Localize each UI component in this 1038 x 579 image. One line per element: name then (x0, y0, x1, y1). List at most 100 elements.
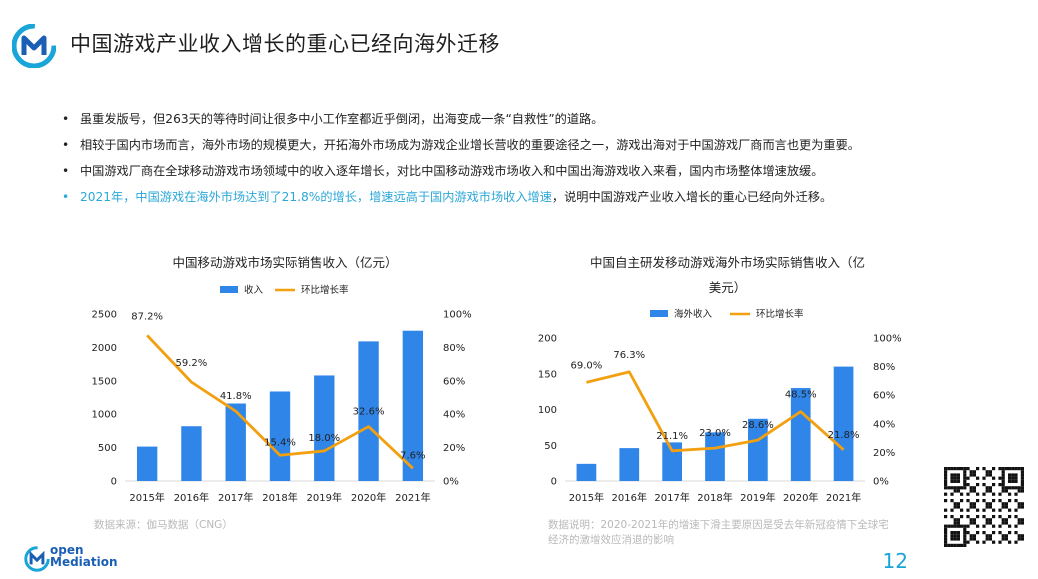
y-left-tick-label: 2000 (92, 343, 117, 354)
x-tick-label: 2018年 (262, 491, 297, 504)
footer-logo-line2: Mediation (50, 555, 118, 569)
data-label: 32.6% (353, 407, 385, 418)
bar (662, 442, 682, 481)
qr-code (944, 467, 1024, 547)
y-right-tick-label: 60% (873, 391, 895, 402)
growth-rate-line (146, 334, 414, 470)
data-label: 28.6% (742, 420, 774, 431)
chart-2-note: 数据说明：2020-2021年的增速下滑主要原因是受去年新冠疫情下全球宅 经济的… (548, 518, 889, 548)
y-right-tick-label: 100% (873, 334, 902, 345)
x-tick-label: 2021年 (826, 491, 861, 504)
x-tick-label: 2019年 (307, 491, 342, 504)
chart-2-title: 中国自主研发移动游戏海外市场实际销售收入（亿 美元） (560, 252, 895, 296)
y-right-tick-label: 80% (443, 343, 465, 354)
y-left-tick-label: 150 (538, 369, 557, 380)
y-left-tick-label: 50 (544, 441, 557, 452)
y-right-tick-label: 80% (873, 362, 895, 373)
bar (225, 403, 246, 481)
data-label: 87.2% (131, 311, 163, 322)
x-tick-label: 2016年 (174, 491, 209, 504)
chart-2: 海外收入 环比增长率 0 50 100 150 200 0% 20% 40% 60% 80% 100% 2… (538, 308, 902, 504)
y-right-tick-label: 0% (873, 477, 889, 488)
bar (619, 448, 640, 481)
page-title: 中国游戏产业收入增长的重心已经向海外迁移 (70, 32, 500, 56)
data-label: 59.2% (176, 358, 208, 369)
x-tick-label: 2020年 (351, 491, 386, 504)
y-left-tick-label: 500 (98, 443, 117, 454)
data-label: 15.4% (264, 437, 296, 448)
page-number: 12 (882, 549, 908, 573)
x-tick-label: 2019年 (740, 491, 775, 504)
bullet-dot: • (62, 164, 70, 178)
bullet-text: ，说明中国游戏产业收入增长的重心已经向外迁移。 (551, 190, 833, 204)
bar (790, 388, 811, 481)
data-label: 23.0% (699, 428, 731, 439)
legend-bar-label: 收入 (244, 284, 264, 296)
data-label: 7.6% (400, 450, 425, 461)
bullet-dot: • (62, 138, 70, 152)
chart-2-title-line1: 中国自主研发移动游戏海外市场实际销售收入（亿 (589, 255, 865, 270)
y-left-tick-label: 0 (111, 477, 117, 488)
y-right-tick-label: 20% (873, 448, 895, 459)
data-label: 21.1% (656, 431, 688, 442)
bullet-item: • 虽重发版号，但263天的等待时间让很多中小工作室都近乎倒闭，出海变成一条“自… (62, 106, 1022, 132)
x-tick-label: 2015年 (569, 491, 604, 504)
footer-logo-icon (24, 546, 50, 572)
legend-line-label: 环比增长率 (301, 284, 349, 296)
legend-bar-swatch (650, 310, 668, 317)
data-label: 41.8% (220, 391, 252, 402)
y-left-tick-label: 1500 (92, 376, 117, 387)
bar (314, 375, 335, 481)
data-label: 18.0% (308, 433, 340, 444)
x-tick-label: 2017年 (218, 491, 253, 504)
bullet-list: • 虽重发版号，但263天的等待时间让很多中小工作室都近乎倒闭，出海变成一条“自… (62, 106, 1022, 210)
y-left-tick-label: 1000 (92, 410, 117, 421)
bar (705, 432, 725, 481)
chart-2-note-line2: 经济的激增效应消退的影响 (548, 534, 674, 546)
bar (269, 391, 291, 481)
legend-line-label: 环比增长率 (756, 308, 804, 320)
bar (402, 330, 424, 481)
x-tick-label: 2018年 (697, 491, 732, 504)
y-right-tick-label: 40% (873, 419, 895, 430)
bullet-item: • 相较于国内市场而言，海外市场的规模更大，开拓海外市场成为游戏企业增长营收的重… (62, 132, 1022, 158)
footer-logo-line1: open (50, 543, 84, 557)
y-right-tick-label: 0% (443, 477, 459, 488)
y-left-tick-label: 2500 (92, 310, 117, 321)
x-tick-label: 2020年 (783, 491, 818, 504)
chart-1: 收入 环比增长率 0 500 1000 1500 2000 2500 0% 20% 40% 60% 80… (92, 284, 472, 504)
bar (833, 366, 854, 481)
chart-2-title-line2: 美元） (708, 280, 747, 295)
x-tick-label: 2016年 (612, 491, 647, 504)
bar (576, 463, 597, 481)
bullet-dot: • (62, 190, 70, 204)
chart-1-title: 中国移动游戏市场实际销售收入（亿元） (172, 255, 398, 270)
y-left-tick-label: 200 (538, 334, 557, 345)
data-label: 48.5% (785, 390, 817, 401)
x-tick-label: 2017年 (654, 491, 689, 504)
y-right-tick-label: 20% (443, 443, 465, 454)
x-tick-label: 2021年 (395, 491, 430, 504)
x-tick-label: 2015年 (129, 491, 164, 504)
y-right-tick-label: 60% (443, 376, 465, 387)
data-label: 69.0% (571, 360, 603, 371)
data-label: 76.3% (613, 350, 645, 361)
chart-2-note-line1: 数据说明：2020-2021年的增速下滑主要原因是受去年新冠疫情下全球宅 (548, 519, 889, 531)
chart-1-source-note: 数据来源：伽马数据（CNG） (94, 519, 233, 531)
bullet-text: 虽重发版号，但263天的等待时间让很多中小工作室都近乎倒闭，出海变成一条“自救性… (80, 112, 604, 126)
y-right-tick-label: 100% (443, 310, 472, 321)
y-left-tick-label: 100 (538, 405, 557, 416)
growth-rate-line (586, 370, 845, 453)
data-label: 21.8% (828, 430, 860, 441)
bullet-text-highlight: 2021年，中国游戏在海外市场达到了21.8%的增长，增速远高于国内游戏市场收入… (80, 190, 552, 204)
brand-logo (11, 23, 57, 69)
bullet-dot: • (62, 112, 70, 126)
bar (181, 426, 202, 481)
y-right-tick-label: 40% (443, 410, 465, 421)
bar (748, 418, 768, 481)
bullet-text: 中国游戏厂商在全球移动游戏市场领域中的收入逐年增长，对比中国移动游戏市场收入和中… (80, 164, 824, 178)
bar (358, 341, 379, 481)
bar (136, 446, 158, 481)
bullet-item: • 中国游戏厂商在全球移动游戏市场领域中的收入逐年增长，对比中国移动游戏市场收入… (62, 158, 1022, 184)
bullet-item-highlight: • 2021年，中国游戏在海外市场达到了21.8%的增长，增速远高于国内游戏市场… (62, 184, 1022, 210)
